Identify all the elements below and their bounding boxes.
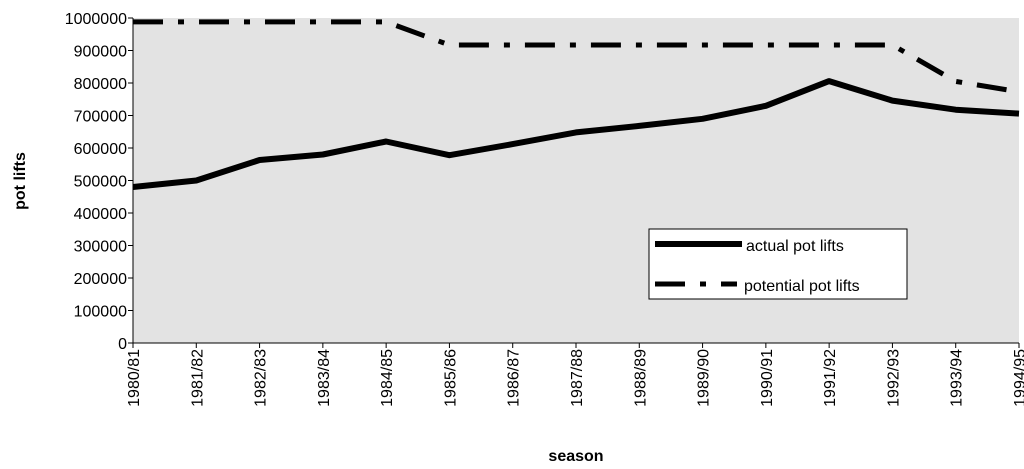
y-tick-label: 600000 [74,141,127,158]
y-axis-title: pot lifts [12,152,29,210]
legend-label-actual-pot-lifts: actual pot lifts [746,238,844,255]
y-tick-label: 100000 [74,304,127,321]
x-tick-label: 1987/88 [569,349,586,407]
y-tick-label: 500000 [74,174,127,191]
x-tick-label: 1984/85 [379,349,396,407]
y-tick-label: 900000 [74,44,127,61]
y-tick-label: 400000 [74,206,127,223]
y-tick-label: 0 [118,336,127,353]
y-tick-label: 200000 [74,271,127,288]
series-line-actual-pot-lifts [132,78,1020,190]
x-tick-label: 1993/94 [949,349,966,407]
x-tick-label: 1980/81 [126,349,143,407]
x-tick-label: 1994/95 [1012,349,1024,407]
ticks-layer: 0 100000 200000 300000 400000 500000 600000 700… [65,11,1024,407]
y-tick-label: 1000000 [65,11,127,28]
legend-box [648,228,908,300]
x-tick-label: 1990/91 [759,349,776,407]
x-tick-label: 1986/87 [506,349,523,407]
x-tick-label: 1991/92 [822,349,839,407]
series-line-potential-pot-lifts [133,19,1020,95]
x-tick-label: 1982/83 [253,349,270,407]
legend-label-potential-pot-lifts: potential pot lifts [744,278,860,295]
x-tick-label: 1992/93 [885,349,902,407]
y-tick-label: 700000 [74,109,127,126]
x-tick-label: 1988/89 [632,349,649,407]
x-tick-label: 1981/82 [189,349,206,407]
series-layer [132,19,1020,190]
y-tick-label: 300000 [74,239,127,256]
y-tick-label: 800000 [74,76,127,93]
x-axis-title: season [548,448,603,465]
x-tick-label: 1983/84 [316,349,333,407]
x-tick-label: 1985/86 [442,349,459,407]
legend: actual pot lifts potential pot lifts [648,228,908,300]
x-tick-label: 1989/90 [696,349,713,407]
